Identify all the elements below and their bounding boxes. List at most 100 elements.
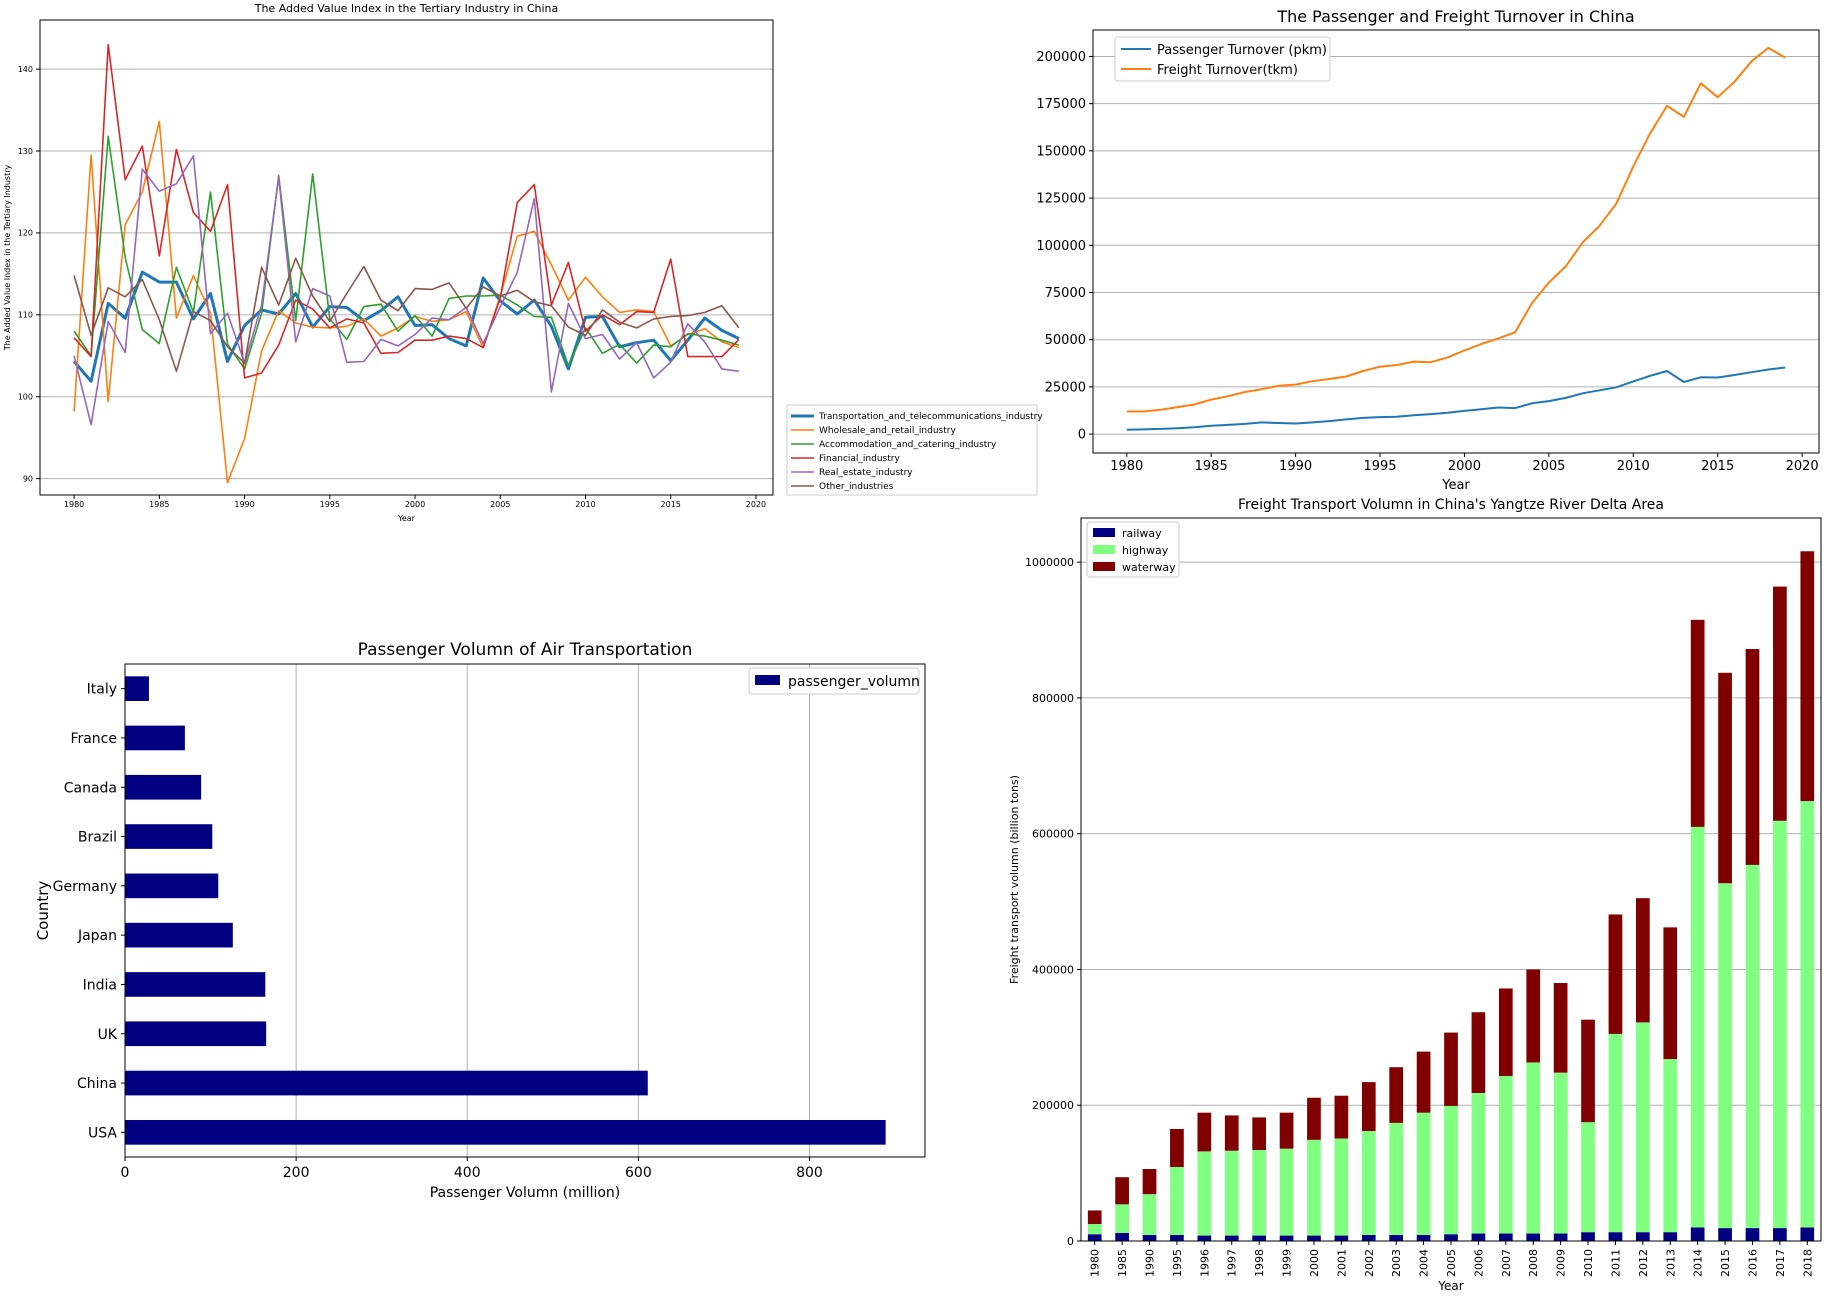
y-tick-label: 25000 [1045, 380, 1086, 395]
bar-highway-2014 [1690, 826, 1705, 1228]
legend: railway highway waterway [1086, 521, 1180, 578]
bar-waterway-2010 [1581, 1019, 1595, 1123]
bar-railway-1980 [1087, 1234, 1102, 1241]
y-tick-label: 600000 [1032, 828, 1074, 841]
x-tick-label: 1995 [1363, 459, 1396, 474]
bar-railway-2010 [1581, 1232, 1595, 1241]
x-tick-label: 2001 [1335, 1249, 1348, 1277]
y-tick-label: 800000 [1032, 692, 1074, 705]
series-line-real-estate-industry [73, 155, 740, 426]
bar-railway-2018 [1800, 1227, 1815, 1241]
bar-railway-1996 [1197, 1235, 1212, 1241]
series-line-accommodation-and-catering-industry [73, 135, 740, 370]
x-tick-label: 2004 [1418, 1249, 1431, 1277]
y-tick-label: USA [88, 1125, 117, 1141]
x-tick-label: 600 [625, 1165, 652, 1181]
series-line-transportation-and-telecommunications-industry [72, 270, 740, 383]
x-tick-label: 2012 [1637, 1249, 1650, 1277]
x-tick-label: 400 [454, 1165, 481, 1181]
x-tick-label: 2015 [1701, 459, 1734, 474]
bar-uk [125, 1021, 267, 1047]
bar-india [125, 972, 266, 997]
legend-label: passenger_volumn [788, 674, 920, 690]
x-tick-label: 1990 [1144, 1249, 1157, 1277]
bar-highway-1980 [1087, 1224, 1102, 1235]
y-tick-label: 140 [18, 65, 33, 74]
bar-railway-1990 [1142, 1234, 1157, 1241]
x-tick-label: 1980 [64, 500, 84, 509]
bar-canada [125, 774, 202, 800]
bar-highway-2006 [1471, 1093, 1486, 1234]
bar-france [125, 725, 185, 751]
chart-title: The Added Value Index in the Tertiary In… [254, 2, 559, 15]
bar-highway-1985 [1115, 1204, 1129, 1233]
x-tick-label: 2016 [1746, 1249, 1759, 1277]
bar-waterway-2005 [1444, 1032, 1458, 1106]
bar-railway-2017 [1773, 1228, 1787, 1241]
bar-railway-2004 [1416, 1234, 1431, 1241]
bar-highway-2011 [1608, 1033, 1623, 1233]
bar-highway-2018 [1800, 801, 1815, 1228]
x-tick-label: 1997 [1226, 1249, 1239, 1277]
bar-waterway-2011 [1608, 914, 1623, 1034]
x-tick-label: 2011 [1609, 1249, 1622, 1277]
x-tick-label: 2000 [1308, 1249, 1321, 1277]
x-tick-label: 1995 [320, 500, 340, 509]
y-tick-label: France [70, 731, 117, 747]
x-axis-label: Passenger Volumn (million) [430, 1185, 621, 1201]
legend-label: highway [1122, 544, 1169, 557]
bar-railway-1985 [1115, 1232, 1129, 1241]
y-tick-label: Canada [64, 780, 117, 796]
y-tick-label: 0 [1078, 428, 1086, 443]
legend-label: waterway [1122, 561, 1176, 574]
x-tick-label: 2010 [575, 500, 595, 509]
bar-highway-2009 [1553, 1072, 1568, 1234]
y-tick-label: 200000 [1036, 50, 1086, 65]
series-line-freight-turnover-tkm- [1126, 46, 1786, 413]
x-tick-label: 2014 [1692, 1249, 1705, 1277]
x-tick-label: 2020 [746, 500, 766, 509]
x-tick-label: 800 [796, 1165, 823, 1181]
bar-waterway-1999 [1279, 1112, 1294, 1149]
bar-highway-1996 [1197, 1151, 1212, 1236]
legend-box [786, 404, 1038, 496]
legend-swatch [1093, 528, 1115, 537]
bar-highway-1995 [1170, 1167, 1184, 1235]
bar-highway-2012 [1636, 1022, 1650, 1233]
x-tick-label: 1985 [1116, 1249, 1129, 1277]
y-axis-label: The Added Value Index in the Tertiary In… [3, 164, 12, 351]
x-tick-label: 2006 [1472, 1249, 1485, 1277]
bar-waterway-2009 [1553, 983, 1568, 1073]
axes-frame [1080, 517, 1822, 1242]
x-tick-label: 2010 [1582, 1249, 1595, 1277]
legend-label: Other_industries [819, 482, 894, 492]
y-tick-label: 200000 [1032, 1099, 1074, 1112]
axes-frame [1092, 29, 1820, 454]
legend: Transportation_and_telecommunications_in… [786, 404, 1043, 496]
series-group [72, 43, 740, 484]
x-tick-label: 2007 [1500, 1249, 1513, 1277]
y-tick-label: 175000 [1036, 97, 1086, 112]
bar-highway-2015 [1718, 883, 1732, 1229]
x-tick-label: 1999 [1281, 1249, 1294, 1277]
bar-railway-1997 [1224, 1235, 1239, 1241]
axes-frame [39, 19, 774, 496]
bar-railway-1998 [1252, 1235, 1266, 1241]
y-tick-label: 100000 [1036, 239, 1086, 254]
bar-waterway-2002 [1361, 1082, 1376, 1132]
bar-highway-2000 [1307, 1139, 1321, 1236]
bar-railway-2014 [1690, 1227, 1705, 1241]
bar-railway-1999 [1279, 1235, 1294, 1241]
x-tick-label: 2002 [1363, 1249, 1376, 1277]
x-tick-label: 200 [283, 1165, 310, 1181]
x-tick-label: 1985 [149, 500, 169, 509]
freight-chart: 1980 1985 1990 1995 1996 1997 1998 1999 2000 2001… [1008, 497, 1822, 1293]
y-tick-label: Italy [87, 682, 117, 698]
series-line-other-industries [73, 257, 740, 373]
bar-waterway-2000 [1307, 1097, 1321, 1140]
bar-waterway-2008 [1526, 969, 1541, 1063]
air-chart: USA China UK India Japan Germany Brazil Canada F… [34, 640, 926, 1201]
x-tick-label: 1980 [1110, 459, 1143, 474]
bar-railway-2013 [1663, 1232, 1678, 1241]
